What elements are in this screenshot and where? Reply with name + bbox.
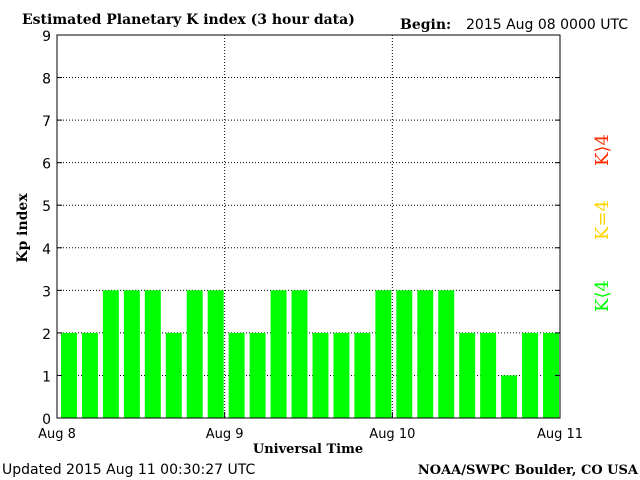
kp-bar (396, 290, 413, 418)
credit-text: NOAA/SWPC Boulder, CO USA (418, 463, 639, 478)
kp-bar (186, 290, 203, 418)
y-tick-label: 9 (42, 29, 51, 45)
y-tick-label: 2 (42, 327, 51, 343)
y-axis-label: Kp index (15, 193, 31, 263)
kp-bar (81, 332, 98, 418)
x-axis-label: Universal Time (253, 442, 363, 457)
kp-bar (375, 290, 392, 418)
kp-bar (207, 290, 224, 418)
kp-bar (333, 332, 350, 418)
y-tick-label: 0 (42, 412, 51, 428)
y-tick-label: 3 (42, 284, 51, 300)
kp-bar (270, 290, 287, 418)
kp-bar (417, 290, 434, 418)
legend-k-less-4: K⟨4 (592, 280, 613, 312)
x-tick-label: Aug 9 (206, 427, 244, 442)
legend-k-greater-4: K⟩4 (592, 134, 613, 166)
y-tick-label: 7 (42, 114, 51, 130)
updated-timestamp: Updated 2015 Aug 11 00:30:27 UTC (2, 462, 255, 478)
x-axis-ticks: Aug 8 Aug 9 Aug 10 Aug 11 (38, 412, 583, 442)
x-tick-label: Aug 11 (537, 427, 583, 442)
kp-bar (438, 290, 455, 418)
kp-bar (522, 332, 539, 418)
begin-value: 2015 Aug 08 0000 UTC (466, 17, 628, 33)
y-tick-label: 5 (42, 199, 51, 215)
kp-bar (102, 290, 119, 418)
kp-bar (459, 332, 476, 418)
kp-bar (123, 290, 140, 418)
kp-bar (144, 290, 161, 418)
y-tick-label: 1 (42, 369, 51, 385)
grid-layer (57, 35, 560, 418)
kp-bar (165, 332, 182, 418)
x-tick-label: Aug 8 (38, 427, 76, 442)
kp-bar (354, 332, 371, 418)
chart-title: Estimated Planetary K index (3 hour data… (22, 12, 355, 28)
kp-bar (480, 332, 497, 418)
y-tick-label: 6 (42, 157, 51, 173)
x-tick-label: Aug 10 (369, 427, 415, 442)
kp-bar (501, 375, 518, 418)
kp-bar (312, 332, 329, 418)
begin-label: Begin: (400, 17, 451, 33)
kp-bar (291, 290, 308, 418)
y-tick-label: 8 (42, 72, 51, 88)
legend-k-equal-4: K=4 (592, 200, 613, 240)
bars-layer (61, 290, 559, 418)
kp-bar (228, 332, 245, 418)
kp-bar (61, 332, 77, 418)
legend: K⟩4 K=4 K⟨4 (592, 134, 613, 312)
kp-bar (249, 332, 266, 418)
kp-bar (543, 332, 559, 418)
plot-frame (56, 34, 561, 419)
y-axis-ticks: 0 1 2 3 4 5 6 7 8 9 (42, 29, 560, 428)
y-tick-label: 4 (42, 242, 51, 258)
